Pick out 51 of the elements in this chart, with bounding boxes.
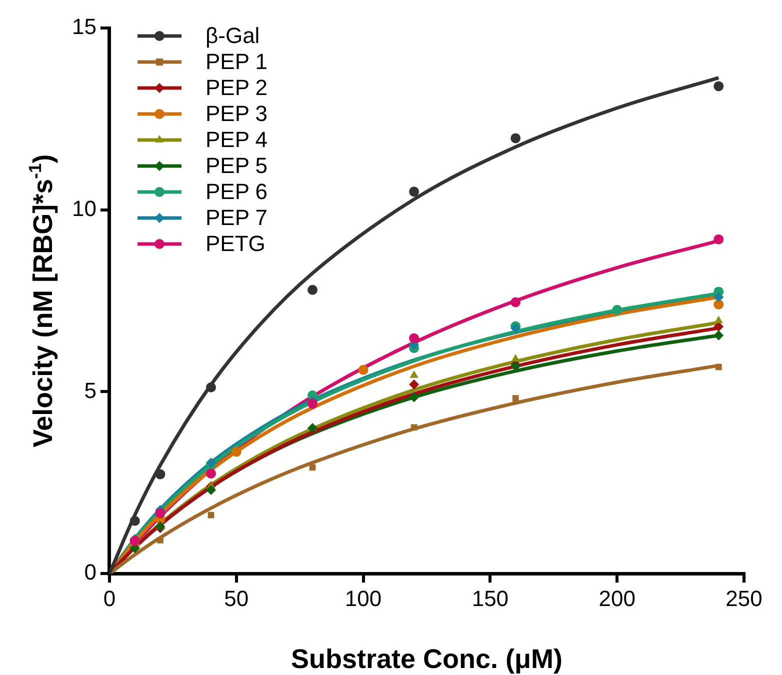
point — [409, 186, 420, 197]
legend-label: β-Gal — [205, 23, 260, 48]
point — [714, 292, 724, 302]
y-tick-label: 0 — [84, 560, 96, 585]
y-tick-label: 15 — [72, 14, 96, 40]
point — [510, 297, 521, 308]
legend-label: PEP 6 — [205, 179, 268, 204]
point — [155, 469, 166, 480]
x-tick-label: 250 — [726, 586, 762, 611]
point — [409, 379, 420, 390]
point — [612, 304, 622, 315]
legend-label: PEP 3 — [205, 101, 268, 126]
point — [714, 322, 724, 332]
point — [231, 446, 242, 457]
point — [409, 392, 420, 402]
y-axis-title: Velocity (nM [RBG]*s-1) — [25, 154, 58, 448]
legend-label: PEP 2 — [205, 75, 268, 100]
y-tick-label: 5 — [84, 378, 96, 403]
x-axis-title: Substrate Conc. (μM) — [290, 644, 562, 674]
point — [714, 234, 724, 244]
point — [206, 382, 216, 392]
point — [206, 484, 216, 495]
point — [715, 364, 722, 370]
x-tick-label: 200 — [598, 586, 636, 611]
y-tick-label: 10 — [72, 196, 96, 221]
point — [130, 516, 140, 526]
point — [714, 330, 724, 340]
x-tick-label: 150 — [472, 586, 509, 611]
legend-label: PETG — [205, 231, 266, 256]
legend-label: PEP 4 — [205, 127, 268, 152]
point — [714, 299, 724, 310]
point — [308, 398, 318, 409]
point — [714, 81, 724, 92]
line-series — [109, 76, 720, 574]
x-tick-label: 100 — [344, 586, 382, 611]
point — [309, 464, 316, 471]
point — [308, 284, 318, 295]
point — [714, 316, 723, 324]
legend-label: PEP 5 — [205, 153, 268, 178]
point — [358, 364, 368, 375]
point — [157, 536, 164, 544]
point — [512, 395, 519, 402]
point — [510, 133, 521, 144]
point — [410, 424, 418, 431]
legend-label: PEP 1 — [205, 49, 268, 74]
point — [206, 468, 216, 479]
legend-label: PEP 7 — [205, 205, 268, 230]
point — [409, 333, 420, 344]
x-tick-label: 50 — [224, 586, 249, 611]
point — [410, 370, 418, 378]
x-tick-label: 0 — [103, 586, 116, 611]
